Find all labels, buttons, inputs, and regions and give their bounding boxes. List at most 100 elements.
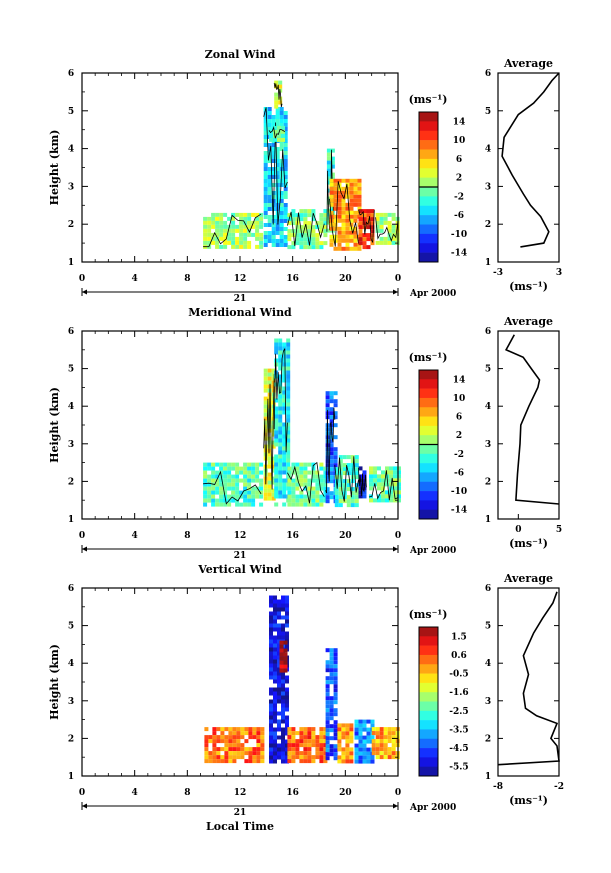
heatmap-cell xyxy=(286,434,291,439)
heatmap-cell xyxy=(235,466,240,471)
avg-x-axis-label: (ms⁻¹) xyxy=(509,794,548,807)
y-tick-label: 2 xyxy=(68,477,74,487)
heatmap-cell xyxy=(215,244,220,249)
heatmap-cell xyxy=(349,234,354,239)
heatmap-cell xyxy=(287,735,292,740)
heatmap-cell xyxy=(333,720,338,725)
heatmap-cell xyxy=(211,232,216,237)
heatmap-cell xyxy=(224,747,229,752)
heatmap-cell xyxy=(267,179,272,183)
heatmap-cell xyxy=(260,743,265,748)
heatmap-cell xyxy=(285,603,289,608)
heatmap-cell xyxy=(319,225,324,230)
heatmap-cell xyxy=(283,119,288,123)
heatmap-cell xyxy=(219,462,224,467)
heatmap-cell xyxy=(303,498,308,503)
heatmap-cell xyxy=(325,660,330,665)
heatmap-cell xyxy=(375,735,380,740)
heatmap-cell xyxy=(375,240,380,245)
heatmap-cell xyxy=(240,751,245,756)
heatmap-cell xyxy=(329,194,334,199)
heatmap-cell xyxy=(278,394,283,399)
heatmap-cell xyxy=(277,699,281,704)
heatmap-cell xyxy=(231,482,236,487)
heatmap-cell xyxy=(278,458,283,463)
heatmap-cell xyxy=(267,203,272,207)
heatmap-cell xyxy=(383,755,388,760)
heatmap-cell xyxy=(383,747,388,752)
heatmap-cell xyxy=(263,400,268,405)
heatmap-cell xyxy=(337,202,342,207)
y-tick-label: 4 xyxy=(68,659,74,669)
heatmap-cell xyxy=(286,394,291,399)
heatmap-cell xyxy=(325,499,330,504)
heatmap-cell xyxy=(285,675,289,680)
colorbar-tick-label: -14 xyxy=(451,506,467,516)
heatmap-cell xyxy=(341,727,346,732)
heatmap-cell xyxy=(277,647,281,652)
heatmap-cell xyxy=(362,735,367,740)
heatmap-cell xyxy=(247,244,252,249)
x-tick-label: 4 xyxy=(132,531,138,541)
heatmap-cell xyxy=(393,478,397,483)
heatmap-cell xyxy=(323,739,328,744)
heatmap-cell xyxy=(267,368,272,373)
heatmap-cell xyxy=(286,414,291,419)
heatmap-cell xyxy=(269,647,273,652)
colorbar-segment xyxy=(419,205,438,216)
y-tick-label: 2 xyxy=(68,734,74,744)
heatmap-cell xyxy=(251,474,256,479)
heatmap-cell xyxy=(337,242,342,247)
heatmap-cell xyxy=(315,478,320,483)
heatmap-cell xyxy=(247,466,252,471)
heatmap-cell xyxy=(299,502,304,507)
heatmap-cell xyxy=(315,747,320,752)
heatmap-cell xyxy=(235,462,240,467)
heatmap-cell xyxy=(279,211,284,215)
heatmap-cell xyxy=(243,232,248,237)
heatmap-cell xyxy=(228,727,233,732)
heatmap-cell xyxy=(369,486,373,491)
heatmap-cell xyxy=(269,137,273,142)
heatmap-cell xyxy=(291,739,296,744)
heatmap-cell xyxy=(341,202,346,207)
heatmap-cell xyxy=(260,731,265,736)
heatmap-cell xyxy=(338,467,343,472)
heatmap-cell xyxy=(278,442,283,447)
heatmap-cell xyxy=(281,699,285,704)
heatmap-cell xyxy=(223,212,228,217)
heatmap-cell xyxy=(283,664,288,669)
heatmap-cell xyxy=(247,240,252,245)
heatmap-cell xyxy=(333,198,338,203)
heatmap-cell xyxy=(283,151,288,155)
heatmap-cell xyxy=(236,727,241,732)
heatmap-cell xyxy=(236,743,241,748)
heatmap-cell xyxy=(283,143,288,147)
heatmap-cell xyxy=(341,186,346,191)
heatmap-cell xyxy=(333,226,338,231)
heatmap-cell xyxy=(235,244,240,249)
heatmap-cell xyxy=(341,210,346,215)
y-tick-label: 6 xyxy=(68,327,74,337)
heatmap-cell xyxy=(303,759,308,764)
heatmap-cell xyxy=(370,719,375,724)
heatmap-cell xyxy=(273,675,277,680)
heatmap-cell xyxy=(341,178,346,183)
heatmap-cell xyxy=(282,458,287,463)
heatmap-cell xyxy=(325,708,330,713)
heatmap-cell xyxy=(358,731,363,736)
heatmap-cell xyxy=(337,743,342,748)
heatmap-cell xyxy=(315,502,320,507)
heatmap-cell xyxy=(319,462,324,467)
heatmap-cell xyxy=(326,156,331,161)
heatmap-cell xyxy=(291,209,296,214)
heatmap-cell xyxy=(247,474,252,479)
colorbar-segment xyxy=(419,500,438,510)
heatmap-cell xyxy=(283,187,288,191)
heatmap-cell xyxy=(277,603,281,608)
heatmap-cell xyxy=(232,731,237,736)
heatmap-cell xyxy=(330,164,335,169)
heatmap-cell xyxy=(330,148,335,153)
heatmap-cell xyxy=(315,494,320,499)
heatmap-cell xyxy=(260,739,265,744)
